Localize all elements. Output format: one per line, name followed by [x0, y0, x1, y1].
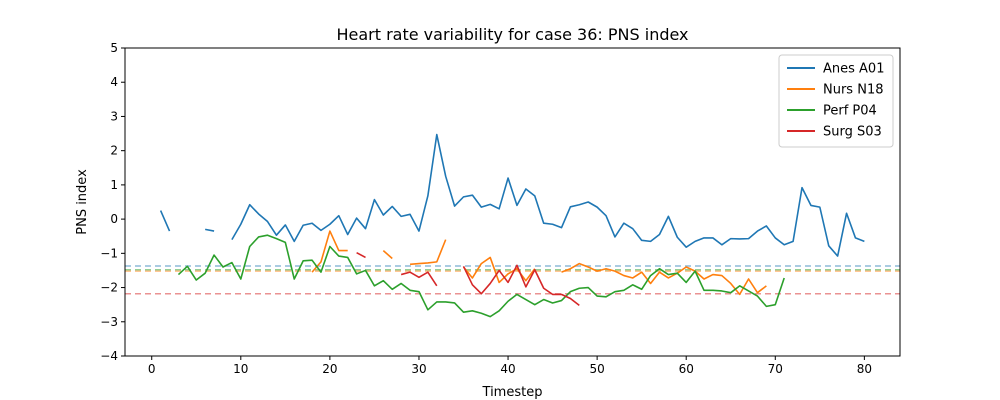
- x-tick-label: 70: [768, 362, 783, 376]
- legend-label-nurs-n18: Nurs N18: [823, 83, 883, 98]
- x-tick-label: 60: [679, 362, 694, 376]
- x-tick-label: 30: [411, 362, 426, 376]
- y-tick-label: −1: [100, 246, 118, 260]
- series-layer: [159, 133, 865, 318]
- series-nurs-n18: [311, 230, 767, 296]
- x-tick-label: 40: [500, 362, 515, 376]
- x-tick-label: 50: [589, 362, 604, 376]
- x-axis-label: Timestep: [482, 385, 543, 400]
- y-tick-label: 3: [110, 109, 118, 123]
- plot-frame: [124, 47, 901, 357]
- baselines-layer: [125, 265, 900, 295]
- chart-title: Heart rate variability for case 36: PNS …: [336, 25, 688, 44]
- series-perf-p04: [177, 234, 785, 318]
- y-tick-label: 1: [110, 178, 118, 192]
- y-axis: −4 −3 −2 −1 0 1 2 3 4 5: [100, 41, 125, 363]
- y-tick-label: 4: [110, 75, 118, 89]
- y-tick-label: 2: [110, 144, 118, 158]
- y-tick-label: 5: [110, 41, 118, 55]
- series-line-surg-s03: [356, 251, 580, 306]
- x-axis: 0 10 20 30 40 50 60 70 80: [148, 356, 872, 376]
- x-tick-label: 20: [322, 362, 337, 376]
- y-axis-label: PNS index: [75, 169, 90, 235]
- legend-label-anes-a01: Anes A01: [823, 62, 884, 77]
- legend-label-perf-p04: Perf P04: [823, 104, 877, 119]
- plot-area: [125, 133, 900, 318]
- y-tick-label: −2: [100, 281, 118, 295]
- series-anes-a01: [159, 133, 865, 257]
- x-tick-label: 0: [148, 362, 156, 376]
- y-tick-label: −3: [100, 315, 118, 329]
- x-tick-label: 80: [857, 362, 872, 376]
- series-surg-s03: [356, 251, 580, 306]
- y-tick-label: 0: [110, 212, 118, 226]
- legend-label-surg-s03: Surg S03: [823, 125, 882, 140]
- y-tick-label: −4: [100, 349, 118, 363]
- legend: Anes A01 Nurs N18 Perf P04 Surg S03: [778, 54, 894, 148]
- series-line-anes-a01: [159, 133, 865, 257]
- x-tick-label: 10: [233, 362, 248, 376]
- legend-box: [778, 54, 894, 148]
- series-line-perf-p04: [177, 234, 785, 318]
- series-line-nurs-n18: [311, 230, 767, 296]
